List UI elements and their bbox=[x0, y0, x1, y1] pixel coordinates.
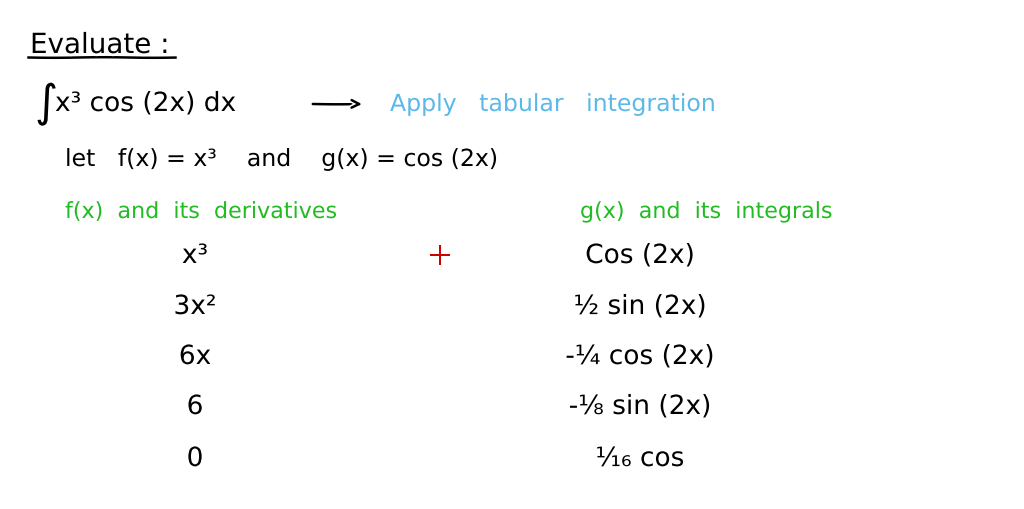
Text: g(x)  and  its  integrals: g(x) and its integrals bbox=[580, 203, 834, 222]
Text: f(x)  and  its  derivatives: f(x) and its derivatives bbox=[65, 203, 338, 222]
Text: 3x²: 3x² bbox=[173, 294, 216, 320]
Text: x³: x³ bbox=[182, 243, 208, 269]
Text: Apply   tabular   integration: Apply tabular integration bbox=[390, 93, 716, 117]
Text: +: + bbox=[427, 242, 453, 271]
Text: 6: 6 bbox=[186, 394, 204, 420]
Text: let   f(x) = x³    and    g(x) = cos (2x): let f(x) = x³ and g(x) = cos (2x) bbox=[65, 148, 498, 172]
Text: 0: 0 bbox=[186, 446, 204, 472]
Text: Evaluate :: Evaluate : bbox=[30, 32, 170, 60]
Text: Cos (2x): Cos (2x) bbox=[585, 243, 695, 269]
Text: x³ cos (2x) dx: x³ cos (2x) dx bbox=[55, 92, 237, 118]
Text: -¼ cos (2x): -¼ cos (2x) bbox=[565, 344, 715, 370]
Text: 6x: 6x bbox=[179, 344, 211, 370]
Text: ⅟₁₆ cos: ⅟₁₆ cos bbox=[595, 446, 685, 472]
Text: ∫: ∫ bbox=[35, 83, 58, 126]
Text: ½ sin (2x): ½ sin (2x) bbox=[573, 294, 707, 320]
Text: -⅛ sin (2x): -⅛ sin (2x) bbox=[568, 394, 712, 420]
